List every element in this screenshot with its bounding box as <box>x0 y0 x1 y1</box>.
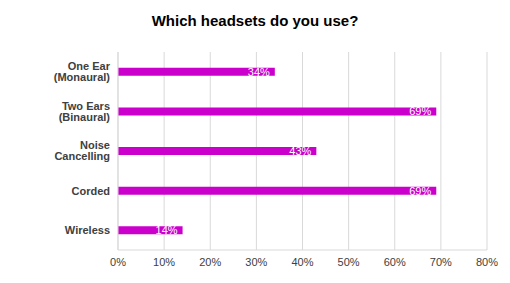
svg-text:Wireless: Wireless <box>65 224 110 236</box>
svg-text:50%: 50% <box>338 256 360 268</box>
svg-text:0%: 0% <box>110 256 126 268</box>
svg-text:80%: 80% <box>476 256 498 268</box>
svg-text:43%: 43% <box>289 145 311 157</box>
svg-text:Corded: Corded <box>72 185 111 197</box>
svg-text:NoiseCancelling: NoiseCancelling <box>54 139 110 162</box>
svg-text:10%: 10% <box>153 256 175 268</box>
svg-text:70%: 70% <box>430 256 452 268</box>
svg-text:34%: 34% <box>248 66 270 78</box>
svg-text:20%: 20% <box>199 256 221 268</box>
html-text:Which headsets do you use?: Which headsets do you use? <box>151 12 359 29</box>
svg-text:60%: 60% <box>384 256 406 268</box>
svg-text:14%: 14% <box>156 224 178 236</box>
svg-text:40%: 40% <box>291 256 313 268</box>
svg-text:69%: 69% <box>409 105 431 117</box>
svg-text:69%: 69% <box>409 185 431 197</box>
svg-text:One Ear(Monaural): One Ear(Monaural) <box>54 60 111 83</box>
svg-text:30%: 30% <box>245 256 267 268</box>
svg-text:Two Ears(Binaural): Two Ears(Binaural) <box>59 100 111 123</box>
